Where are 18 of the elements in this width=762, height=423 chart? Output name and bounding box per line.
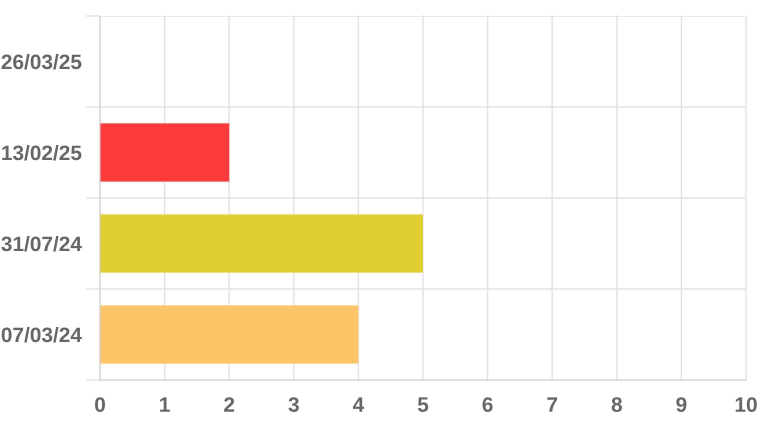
y-tick-label: 31/07/24 bbox=[1, 236, 82, 252]
x-tick-label: 7 bbox=[547, 397, 558, 412]
bar bbox=[100, 123, 230, 182]
x-tick-label: 6 bbox=[482, 397, 493, 412]
x-tick-label: 0 bbox=[95, 397, 105, 412]
bar bbox=[100, 305, 358, 364]
x-tick-label: 2 bbox=[224, 397, 234, 412]
bar bbox=[100, 214, 423, 273]
x-tick-label: 1 bbox=[160, 397, 170, 412]
x-tick-label: 4 bbox=[352, 397, 364, 412]
x-tick-label: 5 bbox=[418, 397, 428, 412]
x-tick-label: 8 bbox=[612, 397, 622, 412]
y-tick-label: 13/02/25 bbox=[2, 144, 82, 160]
y-tick-label: 07/03/24 bbox=[2, 326, 82, 342]
x-tick-label: 9 bbox=[676, 397, 686, 412]
y-tick-label: 26/03/25 bbox=[2, 54, 82, 70]
x-tick-label: 3 bbox=[288, 397, 299, 412]
x-tick-label: 10 bbox=[736, 397, 757, 412]
